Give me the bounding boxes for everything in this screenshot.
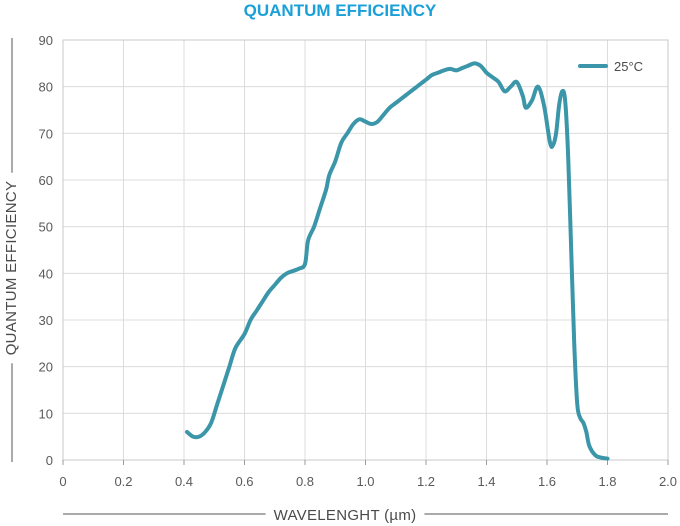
series-points-25c [187, 63, 608, 458]
x-tick-label: 0.6 [235, 474, 253, 489]
y-tick-label: 20 [39, 360, 53, 375]
y-tick-label: 90 [39, 33, 53, 48]
y-axis-ticks: 0 10 20 30 40 50 60 70 80 90 [39, 33, 53, 468]
y-tick-label: 70 [39, 126, 53, 141]
y-tick-label: 30 [39, 313, 53, 328]
x-tick-label: 1.4 [477, 474, 495, 489]
x-tick-label: 1.8 [598, 474, 616, 489]
y-axis-label-group: QUANTUM EFFICIENCY [3, 38, 20, 462]
x-axis-label-group: WAVELENGHT (µm) [63, 507, 668, 524]
x-tick-label: 0.4 [175, 474, 193, 489]
x-axis-label: WAVELENGHT (µm) [274, 507, 417, 524]
y-tick-label: 50 [39, 220, 53, 235]
x-axis-ticks: 0 0.2 0.4 0.6 0.8 1.0 1.2 1.4 1.6 1.8 2.0 [59, 460, 677, 489]
y-tick-label: 10 [39, 406, 53, 421]
y-tick-label: 60 [39, 173, 53, 188]
chart-title: QUANTUM EFFICIENCY [244, 1, 437, 20]
x-tick-label: 2.0 [659, 474, 677, 489]
x-tick-label: 1.2 [417, 474, 435, 489]
x-tick-label: 0.8 [296, 474, 314, 489]
series-line-25c [185, 61, 610, 461]
x-tick-label: 1.6 [538, 474, 556, 489]
x-tick-label: 0 [59, 474, 66, 489]
y-tick-label: 80 [39, 80, 53, 95]
x-tick-label: 1.0 [356, 474, 374, 489]
y-axis-label: QUANTUM EFFICIENCY [3, 181, 20, 356]
x-tick-label: 0.2 [114, 474, 132, 489]
y-tick-label: 40 [39, 266, 53, 281]
legend: 25°C [578, 59, 643, 74]
y-tick-label: 0 [46, 453, 53, 468]
legend-label-25c: 25°C [614, 59, 643, 74]
